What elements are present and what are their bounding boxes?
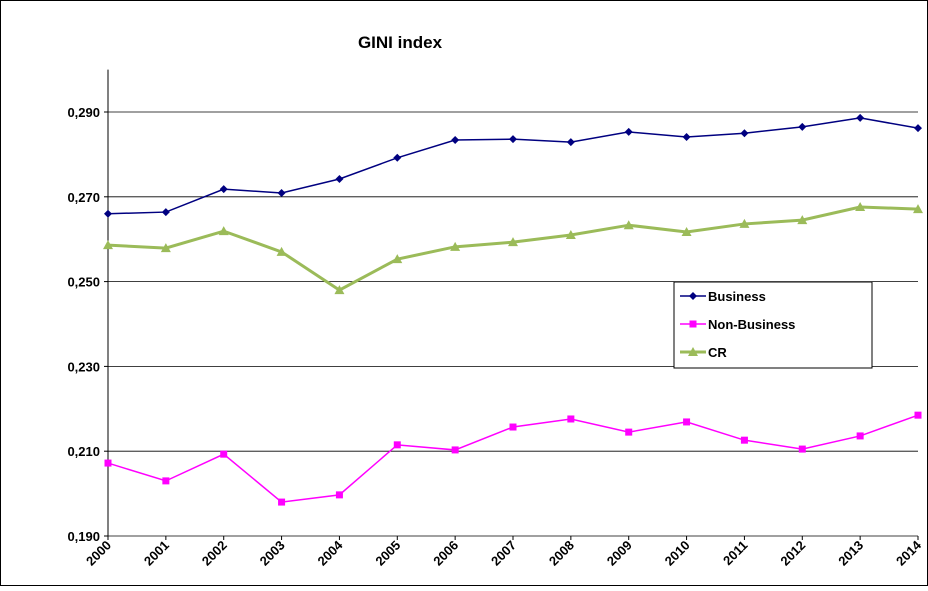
legend-box <box>673 281 873 369</box>
marker <box>161 208 170 217</box>
marker <box>739 218 750 228</box>
marker <box>565 229 576 239</box>
marker <box>335 491 343 499</box>
marker <box>567 415 575 423</box>
marker <box>104 459 112 467</box>
marker <box>855 201 866 211</box>
marker <box>162 477 170 485</box>
marker <box>797 215 808 225</box>
marker <box>798 122 807 131</box>
y-tick-label: 0,210 <box>67 444 100 459</box>
marker <box>335 174 344 183</box>
marker <box>689 292 697 300</box>
marker <box>508 237 518 247</box>
marker <box>104 209 112 218</box>
marker <box>681 226 692 236</box>
marker <box>913 204 923 214</box>
marker <box>509 423 517 431</box>
marker <box>103 240 113 250</box>
chart-title: GINI index <box>358 33 443 52</box>
marker <box>856 432 864 440</box>
marker <box>392 254 403 264</box>
marker <box>451 135 460 144</box>
marker <box>683 418 691 426</box>
marker <box>682 133 691 142</box>
y-tick-label: 0,270 <box>67 190 100 205</box>
marker <box>218 226 229 236</box>
y-tick-label: 0,190 <box>67 529 100 544</box>
marker <box>393 153 402 162</box>
marker <box>278 498 286 506</box>
marker <box>334 285 345 295</box>
marker <box>625 428 633 436</box>
marker <box>393 441 401 449</box>
marker <box>509 135 517 144</box>
marker <box>450 241 461 251</box>
marker <box>688 347 698 356</box>
marker <box>624 127 633 136</box>
y-tick-label: 0,290 <box>67 105 100 120</box>
marker <box>277 188 286 197</box>
legend-label: Business <box>708 289 766 304</box>
marker <box>740 436 748 444</box>
marker <box>623 220 634 230</box>
marker <box>914 124 922 133</box>
marker <box>689 320 697 328</box>
marker <box>798 445 806 453</box>
y-tick-label: 0,230 <box>67 359 100 374</box>
marker <box>219 185 228 194</box>
marker <box>276 246 287 256</box>
legend-label: CR <box>708 345 727 360</box>
y-tick-label: 0,250 <box>67 275 100 290</box>
marker <box>914 411 922 419</box>
marker <box>740 129 749 138</box>
marker <box>451 446 459 454</box>
marker <box>220 450 228 458</box>
marker <box>566 138 575 147</box>
legend-label: Non-Business <box>708 317 795 332</box>
marker <box>160 243 171 253</box>
marker <box>856 113 865 122</box>
